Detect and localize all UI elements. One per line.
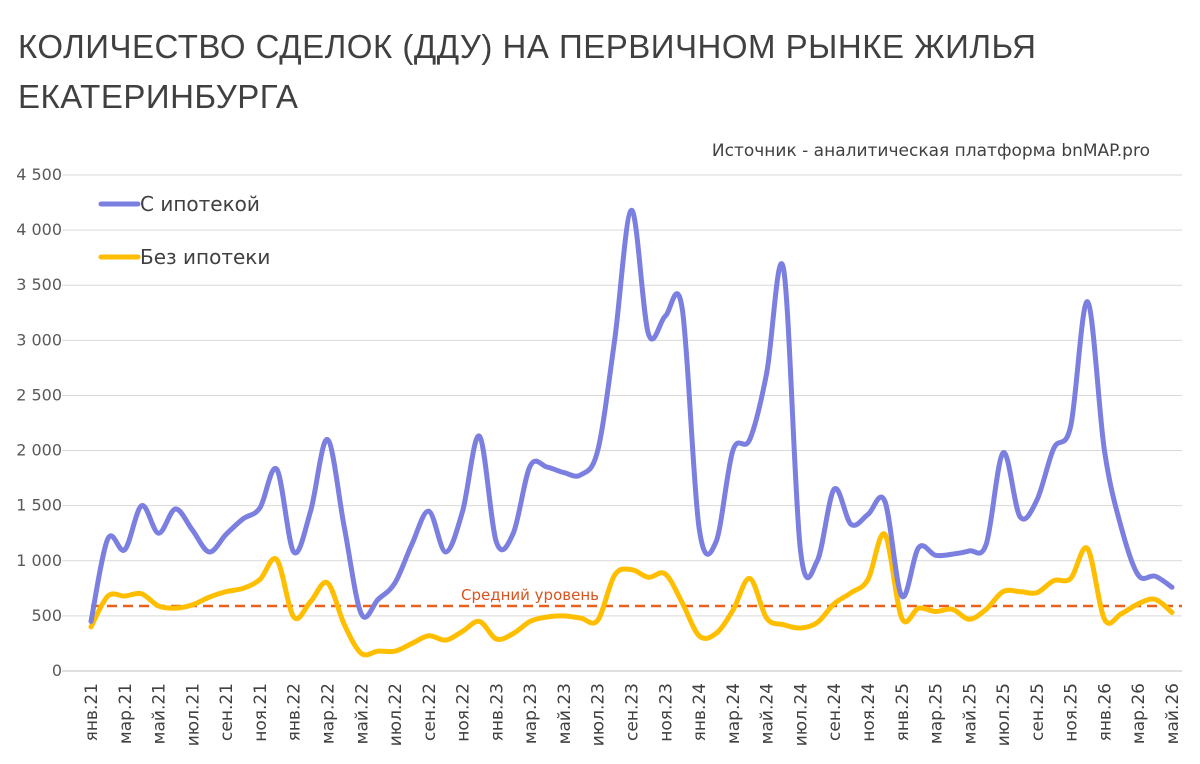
y-tick-label: 4 000 [16, 220, 62, 239]
x-tick-label: май.22 [352, 683, 372, 744]
x-tick-label: июл.23 [589, 683, 609, 746]
x-tick-label: мар.22 [318, 683, 338, 744]
x-tick-label: май.21 [150, 683, 170, 744]
x-tick-label: мар.24 [724, 683, 744, 744]
x-tick-label: сен.24 [825, 683, 845, 741]
x-tick-label: ноя.24 [859, 683, 879, 742]
x-tick-label: янв.24 [690, 683, 710, 741]
x-tick-label: мар.23 [521, 683, 541, 744]
x-tick-label: сен.25 [1028, 683, 1048, 741]
x-tick-label: июл.24 [791, 683, 811, 746]
y-tick-label: 1 000 [16, 551, 62, 570]
x-tick-label: сен.23 [623, 683, 643, 741]
x-tick-label: май.24 [758, 683, 778, 744]
y-tick-label: 1 500 [16, 496, 62, 515]
x-tick-label: май.23 [555, 683, 575, 744]
x-tick-label: ноя.23 [656, 683, 676, 742]
y-tick-label: 4 500 [16, 165, 62, 184]
x-tick-label: янв.26 [1095, 683, 1115, 741]
x-tick-label: мар.26 [1129, 683, 1149, 744]
x-tick-label: янв.25 [893, 683, 913, 741]
y-tick-label: 0 [52, 661, 62, 680]
legend-label: С ипотекой [140, 192, 260, 216]
series-line-mortgage [88, 207, 1175, 624]
x-tick-label: июл.25 [994, 683, 1014, 746]
x-tick-label: сен.22 [420, 683, 440, 741]
y-tick-label: 2 000 [16, 441, 62, 460]
y-tick-label: 500 [31, 606, 62, 625]
x-tick-label: мар.25 [927, 683, 947, 744]
x-tick-label: сен.21 [217, 683, 237, 741]
reference-line-label: Средний уровень [461, 586, 599, 604]
x-tick-label: ноя.21 [251, 683, 271, 742]
gridlines [62, 174, 1182, 672]
x-tick-label: янв.22 [285, 683, 305, 741]
series-group [88, 207, 1175, 658]
y-tick-label: 3 000 [16, 330, 62, 349]
legend-label: Без ипотеки [140, 245, 270, 269]
chart-title: КОЛИЧЕСТВО СДЕЛОК (ДДУ) НА ПЕРВИЧНОМ РЫН… [18, 28, 1037, 115]
x-tick-label: ноя.25 [1062, 683, 1082, 742]
legend: С ипотекой Без ипотеки [98, 192, 270, 269]
x-tick-label: июл.22 [386, 683, 406, 746]
x-tick-label: мар.21 [116, 683, 136, 744]
y-tick-label: 3 500 [16, 275, 62, 294]
x-tick-label: июл.21 [183, 683, 203, 746]
x-tick-label: янв.23 [487, 683, 507, 741]
y-tick-label: 2 500 [16, 385, 62, 404]
x-axis-ticks: янв.21 мар.21 май.21 июл.21 сен.21 ноя.21 янв.… [82, 683, 1183, 746]
reference-line-group: Средний уровень [91, 586, 1182, 608]
x-tick-label: май.25 [960, 683, 980, 744]
x-tick-label: янв.21 [82, 683, 102, 741]
series-line-no-mortgage [88, 531, 1175, 658]
source-note: Источник - аналитическая платформа bnMAP… [711, 141, 1150, 161]
x-tick-label: май.26 [1163, 683, 1183, 744]
x-tick-label: ноя.22 [454, 683, 474, 742]
y-axis-ticks: 0 500 1 000 1 500 2 000 2 500 3 000 3 500 4 000 4… [16, 165, 62, 680]
